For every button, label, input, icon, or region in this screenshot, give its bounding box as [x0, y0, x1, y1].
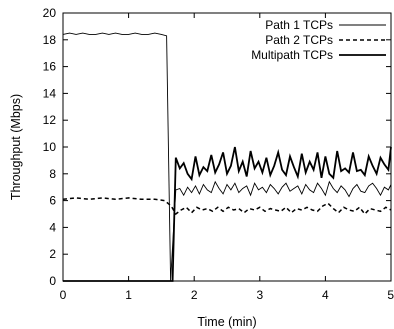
y-tick-label: 20	[43, 6, 57, 20]
x-tick-label: 3	[256, 288, 263, 302]
series-line-path-2-tcps	[62, 197, 392, 216]
legend-label-path-1-tcps: Path 1 TCPs	[265, 18, 333, 32]
y-tick-label: 12	[43, 113, 57, 127]
y-tick-label: 4	[49, 220, 56, 234]
x-tick-label: 4	[322, 288, 329, 302]
legend-label-multipath-tcps: Multipath TCPs	[251, 48, 333, 62]
series-line-multipath-tcps	[63, 146, 392, 282]
x-axis-ticks: 0 1 2 3 4 5	[60, 13, 394, 302]
y-tick-label: 16	[43, 60, 57, 74]
y-tick-label: 10	[43, 140, 57, 154]
x-tick-label: 5	[387, 288, 394, 302]
y-axis-ticks: 0 2 4 6 8 10 12 14 16 18 20	[43, 6, 391, 288]
y-tick-label: 2	[49, 247, 56, 261]
series-layer	[62, 32, 392, 282]
plot-frame	[62, 12, 392, 282]
x-tick-label: 2	[191, 288, 198, 302]
x-axis-label: Time (min)	[197, 315, 256, 329]
x-tick-label: 0	[60, 288, 67, 302]
x-tick-label: 1	[125, 288, 132, 302]
y-tick-label: 14	[43, 86, 57, 100]
legend-label-path-2-tcps: Path 2 TCPs	[265, 33, 333, 47]
series-line-path-1-tcps	[62, 32, 392, 282]
y-tick-label: 18	[43, 33, 57, 47]
y-axis-label: Throughput (Mbps)	[9, 94, 23, 200]
y-tick-label: 6	[49, 194, 56, 208]
y-tick-label: 0	[49, 274, 56, 288]
y-tick-label: 8	[49, 167, 56, 181]
